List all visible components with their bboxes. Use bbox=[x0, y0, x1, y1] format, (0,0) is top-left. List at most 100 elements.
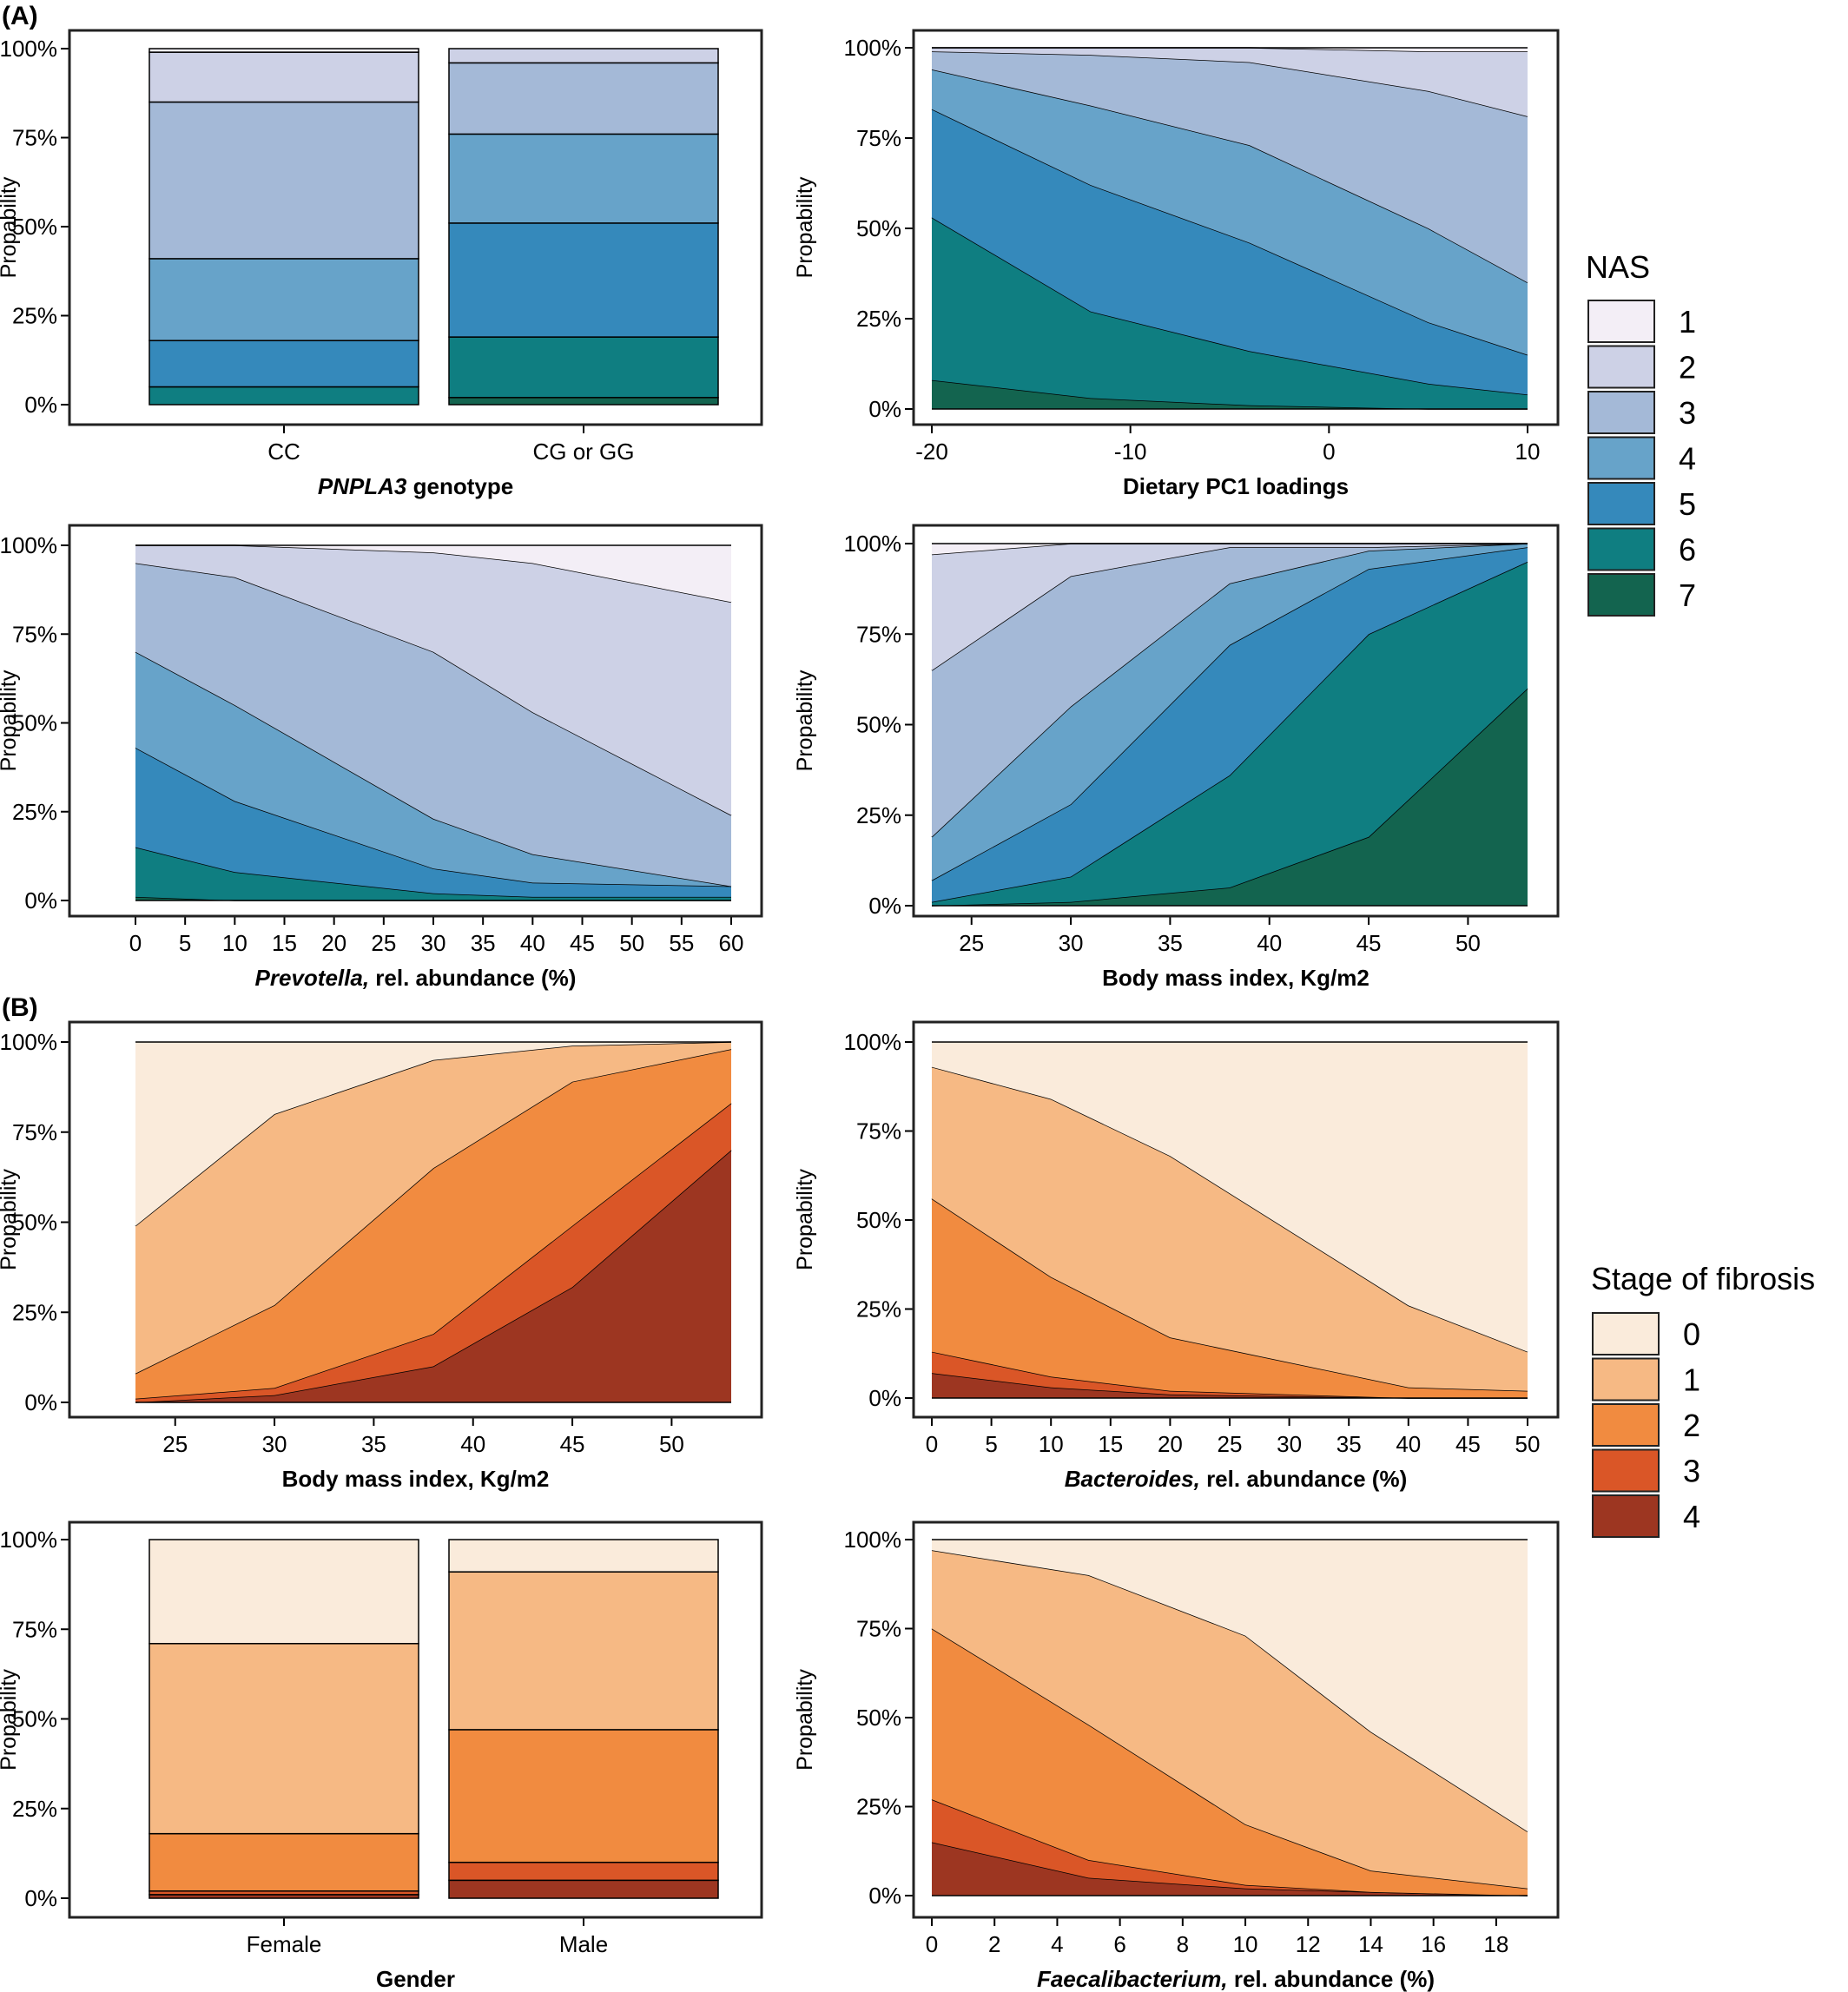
chart-b3: 0% 25% 50% 75% 100% Propability Female Male Gend… bbox=[0, 1520, 763, 1992]
x-tick-label: 18 bbox=[1483, 1931, 1508, 1957]
chart-a1: 0% 25% 50% 75% 100% Propability CC CG or GG PNPL… bbox=[0, 29, 763, 499]
chart-b1: 0% 25% 50% 75% 100% Propability 25 30 35 40 45 50 Bo… bbox=[0, 1020, 763, 1492]
legend-swatch bbox=[1592, 1494, 1660, 1538]
x-tick-label: 10 bbox=[1515, 439, 1541, 465]
legend-label: 2 bbox=[1683, 1408, 1700, 1443]
y-axis-title: Propability bbox=[793, 1669, 817, 1771]
bar-segment-6 bbox=[448, 336, 719, 399]
plot-frame bbox=[912, 29, 1560, 426]
y-tick-label: 75% bbox=[12, 1616, 57, 1642]
y-tick-label: 25% bbox=[12, 1796, 57, 1822]
y-tick-label: 25% bbox=[12, 303, 57, 329]
x-tick-label: -10 bbox=[1114, 439, 1147, 465]
legend-label: 1 bbox=[1679, 304, 1696, 340]
legend-label: 6 bbox=[1679, 532, 1696, 568]
y-tick-label: 0% bbox=[24, 1389, 57, 1415]
x-tick-label: 35 bbox=[471, 930, 496, 956]
area-band-6 bbox=[135, 847, 731, 900]
x-tick-label: 12 bbox=[1296, 1931, 1321, 1957]
x-tick-label: 40 bbox=[460, 1431, 485, 1457]
legend-title: NAS bbox=[1586, 249, 1650, 285]
x-tick-label: 20 bbox=[321, 930, 346, 956]
y-tick-label: 100% bbox=[0, 532, 57, 558]
x-tick-label: 10 bbox=[222, 930, 248, 956]
legend-label: 7 bbox=[1679, 577, 1696, 613]
y-tick-label: 75% bbox=[856, 1118, 901, 1144]
area-band-4 bbox=[932, 1373, 1528, 1398]
area-band-2 bbox=[932, 544, 1528, 670]
x-tick-label: CG or GG bbox=[532, 439, 634, 465]
y-axis-title: Propability bbox=[793, 176, 817, 278]
area-band-6 bbox=[932, 217, 1528, 409]
area-band-4 bbox=[135, 1150, 731, 1402]
y-tick-label: 0% bbox=[24, 392, 57, 418]
legend-swatch bbox=[1587, 482, 1655, 525]
area-band-0 bbox=[135, 1042, 731, 1226]
x-tick-label: CC bbox=[267, 439, 300, 465]
area-band-1 bbox=[135, 545, 731, 603]
bar-segment-6 bbox=[148, 386, 419, 406]
panel-b-label: (B) bbox=[2, 993, 38, 1022]
area-band-1 bbox=[932, 1066, 1528, 1391]
x-tick-label: 30 bbox=[421, 930, 446, 956]
area-band-7 bbox=[932, 379, 1528, 409]
y-tick-label: 25% bbox=[856, 1794, 901, 1820]
x-tick-label: 50 bbox=[1455, 930, 1481, 956]
area-band-4 bbox=[932, 69, 1528, 355]
legend-title: Stage of fibrosis bbox=[1591, 1261, 1815, 1296]
x-tick-label: 45 bbox=[1455, 1431, 1481, 1457]
area-band-5 bbox=[932, 547, 1528, 902]
y-tick-label: 0% bbox=[868, 1385, 901, 1411]
area-band-3 bbox=[932, 1351, 1528, 1398]
area-band-2 bbox=[932, 48, 1528, 116]
bar-segment-4 bbox=[448, 1879, 719, 1899]
x-tick-label: 5 bbox=[985, 1431, 997, 1457]
area-band-1 bbox=[932, 544, 1528, 555]
bar-segment-4 bbox=[148, 258, 419, 341]
y-tick-label: 75% bbox=[856, 125, 901, 151]
x-tick-label: 55 bbox=[669, 930, 694, 956]
x-axis-title: Bacteroides, rel. abundance (%) bbox=[1065, 1466, 1407, 1492]
y-tick-label: 100% bbox=[844, 1527, 902, 1553]
x-axis-title: Gender bbox=[376, 1966, 455, 1992]
x-tick-label: 25 bbox=[371, 930, 396, 956]
bar-segment-5 bbox=[148, 340, 419, 388]
area-band-4 bbox=[932, 1842, 1528, 1896]
bar-segment-0 bbox=[448, 1539, 719, 1573]
legend-label: 3 bbox=[1683, 1454, 1700, 1489]
x-tick-label: 50 bbox=[659, 1431, 684, 1457]
x-tick-label: 0 bbox=[926, 1431, 938, 1457]
y-tick-label: 75% bbox=[12, 621, 57, 647]
y-tick-label: 25% bbox=[856, 802, 901, 828]
area-band-0 bbox=[932, 1540, 1528, 1832]
y-axis-title: Propability bbox=[0, 1669, 21, 1771]
x-axis-title: Body mass index, Kg/m2 bbox=[1102, 965, 1370, 991]
legend-swatch bbox=[1587, 300, 1655, 343]
chart-a2: 0% 25% 50% 75% 100% Propability -20 -10 0 10 Dieta… bbox=[793, 29, 1560, 499]
legend-swatch bbox=[1592, 1357, 1660, 1402]
y-tick-label: 25% bbox=[12, 1299, 57, 1325]
x-tick-label: 25 bbox=[1218, 1431, 1243, 1457]
y-tick-label: 25% bbox=[856, 306, 901, 332]
x-tick-label: 50 bbox=[1515, 1431, 1541, 1457]
x-tick-label: 0 bbox=[926, 1931, 938, 1957]
y-axis-title: Propability bbox=[0, 176, 21, 278]
y-axis-title: Propability bbox=[793, 669, 817, 771]
y-tick-label: 0% bbox=[868, 893, 901, 919]
area-band-2 bbox=[135, 545, 731, 815]
x-axis-title: Faecalibacterium, rel. abundance (%) bbox=[1037, 1966, 1435, 1992]
bar-segment-1 bbox=[448, 1571, 719, 1731]
x-tick-label: Male bbox=[559, 1931, 608, 1957]
area-band-1 bbox=[932, 48, 1528, 52]
legend-swatch bbox=[1592, 1312, 1660, 1355]
x-tick-label: 0 bbox=[129, 930, 142, 956]
area-band-6 bbox=[932, 561, 1528, 906]
x-tick-label: 30 bbox=[1059, 930, 1084, 956]
area-band-3 bbox=[932, 51, 1528, 283]
x-tick-label: 35 bbox=[1158, 930, 1183, 956]
bar-segment-2 bbox=[148, 1832, 419, 1892]
y-tick-label: 100% bbox=[844, 35, 902, 61]
x-tick-label: 40 bbox=[1396, 1431, 1421, 1457]
y-tick-label: 25% bbox=[12, 799, 57, 825]
